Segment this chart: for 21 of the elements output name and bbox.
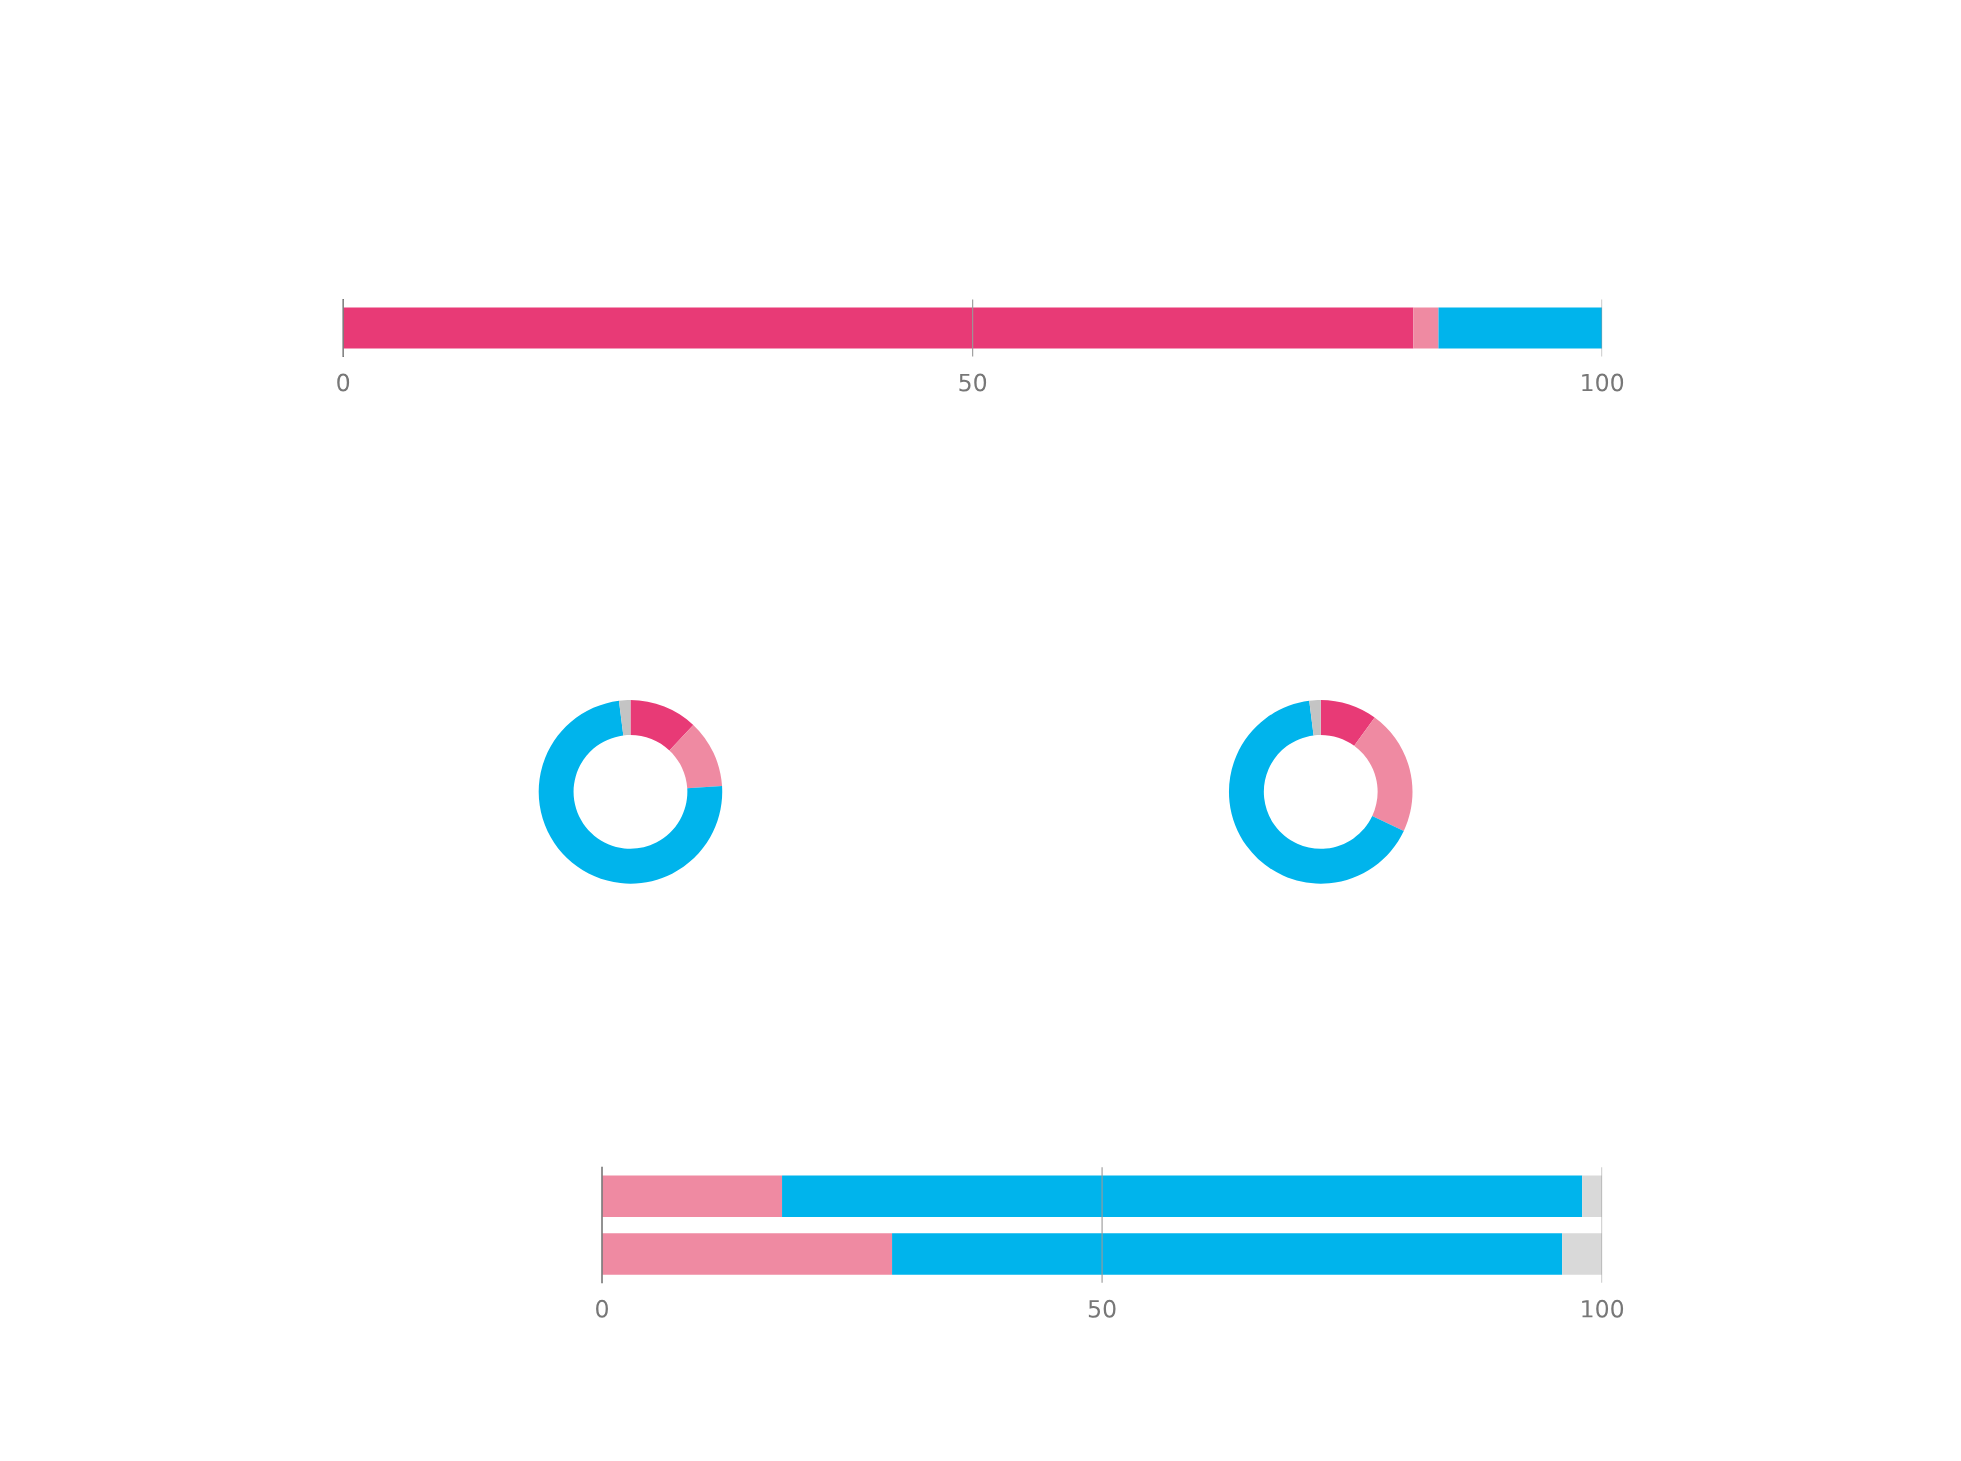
bar xyxy=(1562,1233,1603,1275)
x-tick-label: 100 xyxy=(1582,373,1624,392)
x-tick-label: 100 xyxy=(1582,1299,1624,1318)
bar xyxy=(602,1233,893,1275)
donut-slice xyxy=(1228,700,1404,884)
bar xyxy=(1413,307,1439,349)
x-tick-label: 0 xyxy=(596,1299,608,1318)
x-tick-label: 50 xyxy=(959,373,987,392)
bar xyxy=(1582,1175,1603,1217)
donut-slice xyxy=(618,700,631,736)
donut-slice xyxy=(630,700,694,751)
donut-slice xyxy=(538,700,723,884)
donut-slice xyxy=(1354,717,1413,831)
donut-slice xyxy=(669,724,723,789)
bar xyxy=(1438,307,1603,349)
bar xyxy=(602,1175,783,1217)
x-tick-label: 0 xyxy=(337,373,350,392)
donut-slice xyxy=(1320,700,1375,746)
donut-slice xyxy=(1309,700,1321,736)
x-tick-label: 50 xyxy=(1088,1299,1116,1318)
bar xyxy=(892,1233,1563,1275)
